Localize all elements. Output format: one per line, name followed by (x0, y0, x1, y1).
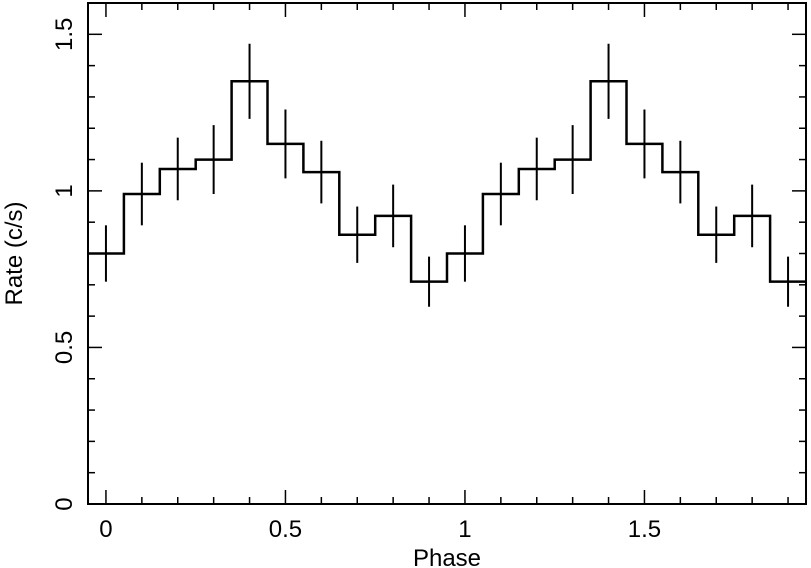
x-tick-label: 1 (458, 516, 471, 543)
y-tick-label: 0 (51, 497, 78, 510)
axis-labels: 0 0.5 1 1.5 0 0.5 1 1.5 (51, 18, 661, 543)
y-tick-label: 0.5 (51, 331, 78, 364)
y-tick-label: 1 (51, 184, 78, 197)
x-tick-label: 0 (99, 516, 112, 543)
rate-step-line (88, 80, 806, 283)
plot-frame (87, 2, 807, 505)
x-tick-label: 0.5 (269, 516, 302, 543)
axis-ticks (88, 2, 806, 505)
x-tick-label: 1.5 (628, 516, 661, 543)
data-layer (88, 43, 806, 307)
y-axis-title: Rate (c/s) (1, 201, 28, 305)
x-axis-title: Phase (413, 545, 481, 568)
y-tick-label: 1.5 (51, 18, 78, 51)
